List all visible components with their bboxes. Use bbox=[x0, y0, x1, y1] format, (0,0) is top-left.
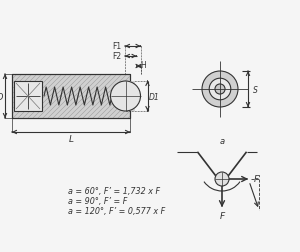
Circle shape bbox=[215, 85, 225, 95]
Text: F': F' bbox=[254, 175, 262, 184]
Circle shape bbox=[215, 172, 229, 186]
Text: a = 60°, F’ = 1,732 x F: a = 60°, F’ = 1,732 x F bbox=[68, 187, 160, 196]
Text: F1: F1 bbox=[112, 41, 122, 50]
Text: a = 90°, F’ = F: a = 90°, F’ = F bbox=[68, 197, 128, 206]
Text: D: D bbox=[0, 92, 3, 101]
Text: H: H bbox=[141, 60, 146, 69]
Text: F2: F2 bbox=[112, 51, 122, 60]
Text: S: S bbox=[253, 85, 257, 94]
Bar bbox=[12, 75, 130, 118]
Bar bbox=[14, 82, 42, 112]
Text: F: F bbox=[219, 212, 225, 220]
Text: a: a bbox=[219, 137, 225, 146]
Bar bbox=[125, 82, 135, 112]
Text: D1: D1 bbox=[149, 92, 160, 101]
Circle shape bbox=[209, 79, 231, 100]
Circle shape bbox=[110, 82, 140, 112]
Circle shape bbox=[202, 72, 238, 108]
Text: a = 120°, F’ = 0,577 x F: a = 120°, F’ = 0,577 x F bbox=[68, 207, 165, 216]
Text: L: L bbox=[68, 135, 74, 144]
Bar bbox=[12, 75, 130, 118]
